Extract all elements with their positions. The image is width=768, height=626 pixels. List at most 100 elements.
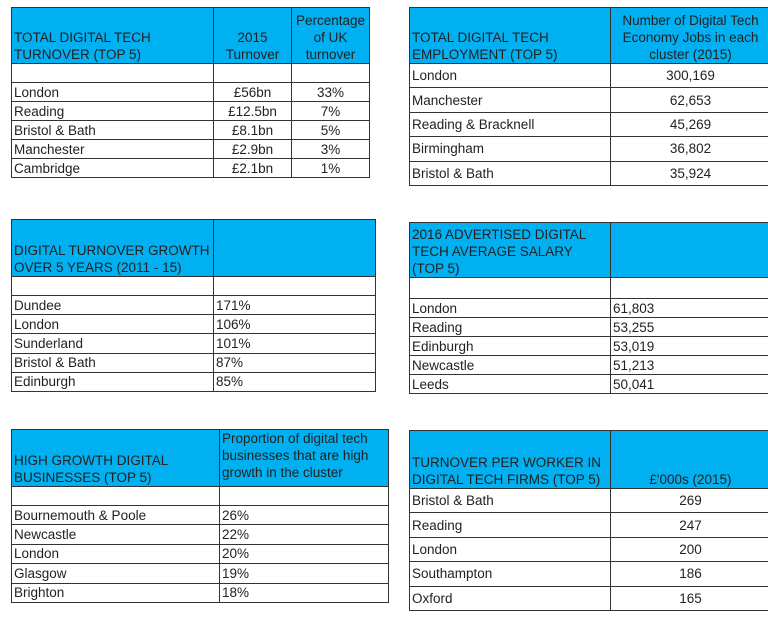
location-cell: Brighton <box>11 582 220 603</box>
table-row: Oxford 165 <box>409 585 768 611</box>
empty-cell <box>291 63 370 83</box>
empty-cell <box>213 276 376 296</box>
table-title: DIGITAL TURNOVER GROWTH OVER 5 YEARS (20… <box>11 219 214 277</box>
location-cell: London <box>11 314 214 335</box>
header-row: TOTAL DIGITAL TECH TURNOVER (TOP 5) 2015 … <box>11 7 370 64</box>
column-header: Number of Digital Tech Economy Jobs in e… <box>610 7 768 64</box>
value-cell: 269 <box>610 487 768 514</box>
table-row: Edinburgh 85% <box>11 371 376 392</box>
location-cell: Leeds <box>409 374 611 394</box>
location-cell: Reading <box>409 317 611 337</box>
table-row: Manchester £2.9bn 3% <box>11 139 370 159</box>
growth-table: DIGITAL TURNOVER GROWTH OVER 5 YEARS (20… <box>11 219 376 392</box>
table-title: HIGH GROWTH DIGITAL BUSINESSES (TOP 5) <box>11 429 220 487</box>
header-row: TURNOVER PER WORKER IN DIGITAL TECH FIRM… <box>409 430 768 489</box>
blank-row <box>11 276 376 296</box>
value-cell: £2.9bn <box>213 139 292 159</box>
column-header: 2015 Turnover <box>213 7 292 64</box>
value-cell: 3% <box>291 139 370 159</box>
location-cell: Manchester <box>409 87 611 113</box>
location-cell: London <box>409 298 611 318</box>
blank-row <box>409 277 768 299</box>
table-row: Reading & Bracknell 45,269 <box>409 111 768 138</box>
value-cell: £8.1bn <box>213 120 292 140</box>
table-row: Bristol & Bath 87% <box>11 352 376 373</box>
header-row: DIGITAL TURNOVER GROWTH OVER 5 YEARS (20… <box>11 219 376 277</box>
location-cell: Dundee <box>11 294 214 316</box>
blank-row <box>11 486 389 506</box>
table-row: Southampton 186 <box>409 561 768 587</box>
value-cell: £56bn <box>213 82 292 102</box>
value-cell: 247 <box>610 512 768 538</box>
location-cell: Bristol & Bath <box>409 160 611 186</box>
turnover-per-worker-table: TURNOVER PER WORKER IN DIGITAL TECH FIRM… <box>409 430 768 611</box>
column-header: £'000s (2015) <box>610 430 768 489</box>
table-title: 2016 ADVERTISED DIGITAL TECH AVERAGE SAL… <box>409 222 611 278</box>
value-cell: 1% <box>291 158 370 178</box>
location-cell: Bristol & Bath <box>409 487 611 514</box>
location-cell: Newcastle <box>11 524 220 545</box>
value-cell: 35,924 <box>610 160 768 186</box>
table-title: TOTAL DIGITAL TECH TURNOVER (TOP 5) <box>11 7 214 64</box>
table-title: TURNOVER PER WORKER IN DIGITAL TECH FIRM… <box>409 430 611 489</box>
value-cell: 53,255 <box>610 317 768 337</box>
location-cell: Oxford <box>409 585 611 611</box>
location-cell: Newcastle <box>409 355 611 375</box>
table-row: Reading 247 <box>409 512 768 538</box>
location-cell: Reading <box>11 101 214 121</box>
value-cell: £12.5bn <box>213 101 292 121</box>
table-row: Manchester 62,653 <box>409 87 768 113</box>
value-cell: 18% <box>219 582 389 603</box>
table-row: Edinburgh 53,019 <box>409 336 768 356</box>
table-row: Dundee 171% <box>11 294 376 316</box>
empty-cell <box>11 486 220 506</box>
location-cell: Southampton <box>409 561 611 587</box>
header-row: HIGH GROWTH DIGITAL BUSINESSES (TOP 5) Pr… <box>11 429 389 487</box>
value-cell: 53,019 <box>610 336 768 356</box>
location-cell: Manchester <box>11 139 214 159</box>
table-row: Bristol & Bath 35,924 <box>409 160 768 186</box>
table-row: London 200 <box>409 536 768 563</box>
location-cell: Edinburgh <box>409 336 611 356</box>
value-cell: 165 <box>610 585 768 611</box>
table-row: London 300,169 <box>409 62 768 89</box>
salary-table: 2016 ADVERTISED DIGITAL TECH AVERAGE SAL… <box>409 222 768 394</box>
table-row: London 61,803 <box>409 298 768 318</box>
empty-cell <box>11 63 214 83</box>
table-row: Reading 53,255 <box>409 317 768 337</box>
empty-cell <box>610 277 768 299</box>
table-row: Brighton 18% <box>11 582 389 603</box>
empty-cell <box>11 276 214 296</box>
empty-cell <box>213 63 292 83</box>
value-cell: 22% <box>219 524 389 545</box>
table-row: London 20% <box>11 543 389 565</box>
table-row: Bristol & Bath £8.1bn 5% <box>11 120 370 140</box>
table-title: TOTAL DIGITAL TECH EMPLOYMENT (TOP 5) <box>409 7 611 64</box>
table-row: Glasgow 19% <box>11 563 389 584</box>
value-cell: 26% <box>219 504 389 526</box>
value-cell: 101% <box>213 333 376 354</box>
value-cell: 20% <box>219 543 389 565</box>
value-cell: £2.1bn <box>213 158 292 178</box>
location-cell: Cambridge <box>11 158 214 178</box>
blank-row <box>11 63 370 83</box>
high-growth-table: HIGH GROWTH DIGITAL BUSINESSES (TOP 5) Pr… <box>11 429 389 603</box>
table-row: Leeds 50,041 <box>409 374 768 394</box>
value-cell: 61,803 <box>610 298 768 318</box>
value-cell: 87% <box>213 352 376 373</box>
empty-cell <box>219 486 389 506</box>
value-cell: 36,802 <box>610 136 768 162</box>
location-cell: London <box>11 82 214 102</box>
location-cell: Glasgow <box>11 563 220 584</box>
table-row: London 106% <box>11 314 376 335</box>
value-cell: 186 <box>610 561 768 587</box>
column-header <box>610 222 768 278</box>
location-cell: London <box>11 543 220 565</box>
location-cell: Bristol & Bath <box>11 120 214 140</box>
table-row: Sunderland 101% <box>11 333 376 354</box>
table-row: Newcastle 22% <box>11 524 389 545</box>
location-cell: Reading & Bracknell <box>409 111 611 138</box>
header-row: 2016 ADVERTISED DIGITAL TECH AVERAGE SAL… <box>409 222 768 278</box>
column-header: Percentage of UK turnover <box>291 7 370 64</box>
value-cell: 300,169 <box>610 62 768 89</box>
